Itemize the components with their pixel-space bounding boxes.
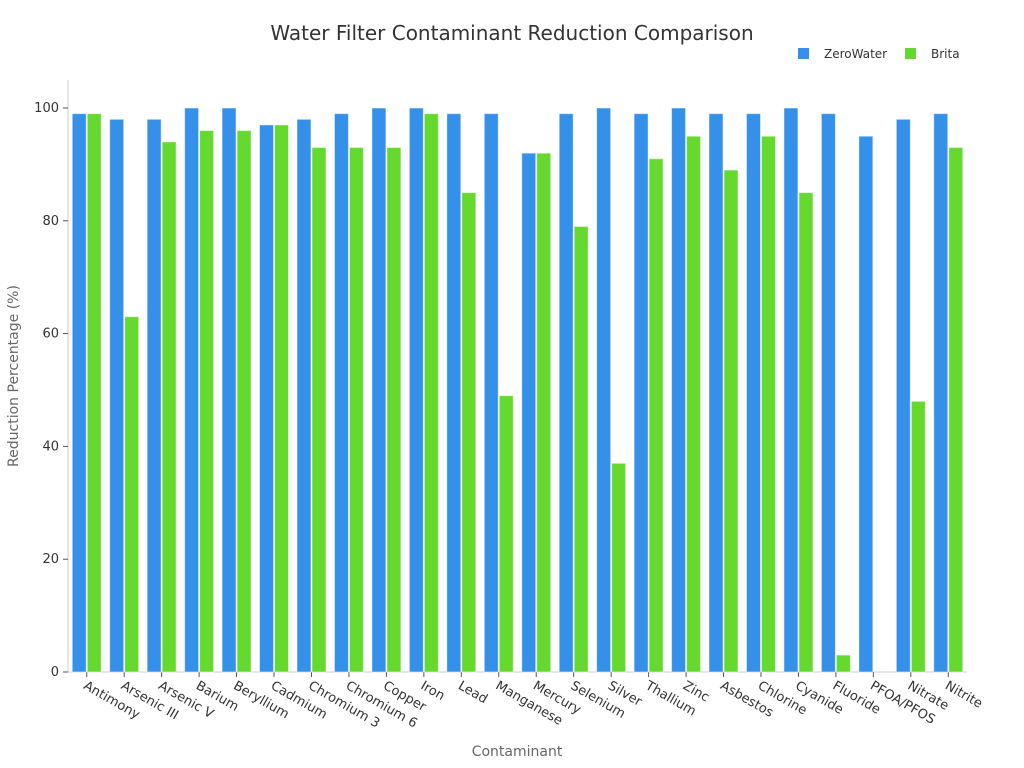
bar-brita-chromium-6[interactable] <box>348 146 364 673</box>
x-tick-label: Nitrite <box>942 678 985 711</box>
legend-label-zerowater[interactable]: ZeroWater <box>824 47 887 61</box>
bar-brita-arsenic-iii[interactable] <box>124 316 140 673</box>
y-tick-label: 0 <box>51 665 59 680</box>
x-axis-title: Contaminant <box>472 744 563 760</box>
y-axis-title: Reduction Percentage (%) <box>6 285 22 467</box>
bar-zerowater-asbestos[interactable] <box>708 113 724 673</box>
bar-brita-selenium[interactable] <box>573 225 589 673</box>
bar-zerowater-arsenic-iii[interactable] <box>109 118 125 673</box>
bar-zerowater-iron[interactable] <box>408 107 424 673</box>
bar-zerowater-chromium-3[interactable] <box>296 118 312 673</box>
bar-brita-thallium[interactable] <box>648 158 664 673</box>
legend-swatch-zerowater <box>798 48 809 59</box>
y-tick-label: 20 <box>42 552 59 567</box>
bar-zerowater-zinc[interactable] <box>671 107 687 673</box>
bar-brita-zinc[interactable] <box>686 135 702 673</box>
bar-zerowater-mercury[interactable] <box>521 152 537 673</box>
bar-zerowater-manganese[interactable] <box>483 113 499 673</box>
bar-zerowater-antimony[interactable] <box>71 113 87 673</box>
bar-zerowater-pfoa-pfos[interactable] <box>858 135 874 673</box>
bar-brita-beryllium[interactable] <box>236 130 252 673</box>
bar-zerowater-nitrate[interactable] <box>895 118 911 673</box>
bar-zerowater-cadmium[interactable] <box>259 124 275 673</box>
y-tick-label: 80 <box>42 214 59 229</box>
bar-zerowater-selenium[interactable] <box>558 113 574 673</box>
bar-brita-nitrate[interactable] <box>910 400 926 673</box>
bar-zerowater-arsenic-v[interactable] <box>146 118 162 673</box>
bar-zerowater-silver[interactable] <box>596 107 612 673</box>
bar-zerowater-nitrite[interactable] <box>933 113 949 673</box>
bar-zerowater-fluoride[interactable] <box>820 113 836 673</box>
bar-brita-nitrite[interactable] <box>948 146 964 673</box>
bar-brita-arsenic-v[interactable] <box>161 141 177 673</box>
y-tick-label: 40 <box>42 439 59 454</box>
bar-zerowater-chlorine[interactable] <box>745 113 761 673</box>
legend-swatch-brita <box>905 48 916 59</box>
bar-zerowater-lead[interactable] <box>446 113 462 673</box>
bar-zerowater-barium[interactable] <box>184 107 200 673</box>
bar-zerowater-cyanide[interactable] <box>783 107 799 673</box>
bar-brita-asbestos[interactable] <box>723 169 739 673</box>
bar-zerowater-chromium-6[interactable] <box>333 113 349 673</box>
bar-brita-antimony[interactable] <box>86 113 102 673</box>
bar-brita-silver[interactable] <box>611 462 627 673</box>
bar-brita-lead[interactable] <box>461 192 477 673</box>
y-tick-label: 100 <box>34 101 59 116</box>
bar-brita-chlorine[interactable] <box>760 135 776 673</box>
legend: ZeroWater Brita <box>798 47 960 61</box>
bar-brita-chromium-3[interactable] <box>311 146 327 673</box>
bar-zerowater-thallium[interactable] <box>633 113 649 673</box>
bar-brita-copper[interactable] <box>386 146 402 673</box>
bar-brita-mercury[interactable] <box>536 152 552 673</box>
bar-brita-barium[interactable] <box>199 130 215 673</box>
bar-brita-iron[interactable] <box>423 113 439 673</box>
bar-brita-cadmium[interactable] <box>274 124 290 673</box>
legend-label-brita[interactable]: Brita <box>931 47 960 61</box>
bar-zerowater-beryllium[interactable] <box>221 107 237 673</box>
chart-title: Water Filter Contaminant Reduction Compa… <box>270 21 753 45</box>
bar-brita-fluoride[interactable] <box>835 654 851 673</box>
x-tick-label: Lead <box>455 678 490 707</box>
bar-brita-manganese[interactable] <box>498 395 514 673</box>
y-tick-label: 60 <box>42 327 59 342</box>
bar-brita-cyanide[interactable] <box>798 192 814 673</box>
bar-zerowater-copper[interactable] <box>371 107 387 673</box>
bars <box>71 107 964 673</box>
